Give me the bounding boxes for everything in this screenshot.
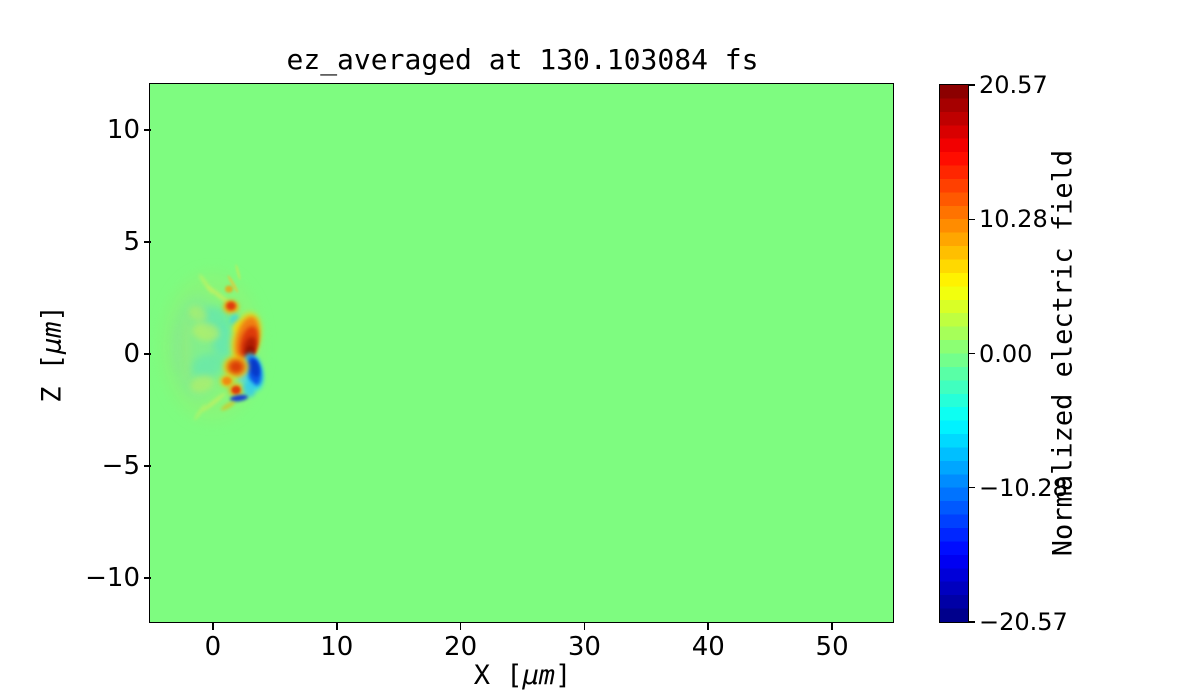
y-tick-label: 5 [123, 226, 140, 257]
field-feature [231, 362, 242, 372]
y-axis-label: Z [μm] [37, 305, 68, 403]
x-tick-mark [212, 623, 214, 630]
x-axis-label-close: ] [555, 660, 572, 691]
colorbar-tick-mark [968, 621, 975, 623]
colorbar-tick-label: −10.28 [979, 473, 1068, 502]
colorbar-tick-mark [968, 486, 975, 489]
field-image [150, 84, 894, 623]
x-tick-label: 40 [691, 632, 725, 662]
field-feature [191, 353, 226, 379]
y-tick-mark [144, 241, 151, 243]
x-axis-label-unit: μm [522, 660, 556, 691]
field-feature [222, 377, 232, 386]
field-feature [225, 285, 234, 294]
y-tick-mark [144, 577, 151, 579]
field-feature [190, 375, 215, 393]
field-background [150, 84, 894, 623]
field-feature [226, 301, 237, 311]
y-axis-label-unit: μm [36, 321, 68, 354]
colorbar-tick-label: 0.00 [979, 339, 1033, 368]
y-tick-label: 10 [106, 114, 140, 145]
field-feature [202, 393, 227, 412]
y-tick-label: 0 [123, 339, 140, 369]
y-tick-mark [144, 353, 151, 355]
field-feature [182, 315, 191, 384]
field-feature [207, 286, 234, 307]
y-tick-mark [144, 129, 151, 131]
field-feature [221, 401, 236, 411]
field-feature [235, 264, 241, 281]
field-feature [230, 395, 249, 402]
y-axis-label-text: Z [ [36, 354, 68, 403]
x-axis-label: X [μm] [151, 660, 894, 691]
colorbar-gradient [938, 83, 969, 623]
colorbar-tick-label: 10.28 [979, 205, 1048, 234]
field-feature [250, 359, 261, 378]
x-tick-mark [335, 623, 338, 630]
field-feature [189, 306, 208, 323]
x-tick-label: 0 [204, 632, 222, 662]
x-tick-mark [707, 623, 710, 630]
x-tick-mark [459, 623, 462, 630]
x-tick-mark [831, 623, 833, 630]
colorbar-tick-label: 20.57 [979, 71, 1048, 99]
field-feature [232, 386, 242, 395]
x-tick-label: 50 [815, 632, 849, 662]
y-tick-label: −10 [85, 563, 140, 594]
colorbar-tick-mark [968, 218, 975, 221]
colorbar-label: Normalized electric field [1047, 149, 1079, 557]
plot-title: ez_averaged at 130.103084 fs [286, 43, 759, 76]
y-tick-label: −5 [101, 451, 140, 482]
field-feature [199, 274, 214, 295]
y-tick-mark [144, 465, 151, 467]
field-feature [228, 275, 239, 294]
colorbar-tick-mark [968, 352, 975, 355]
x-tick-label: 20 [444, 632, 478, 662]
x-tick-label: 30 [567, 632, 601, 662]
heatmap-plot [149, 83, 895, 624]
field-feature [194, 404, 207, 421]
colorbar-tick-label: −20.57 [979, 608, 1068, 636]
x-axis-label-text: X [ [473, 660, 523, 691]
field-feature [243, 381, 256, 398]
field-feature [173, 324, 180, 373]
x-tick-mark [583, 623, 586, 630]
colorbar-tick-mark [968, 84, 975, 86]
x-tick-label: 10 [320, 632, 354, 662]
field-feature [192, 323, 221, 342]
y-axis-label-close: ] [36, 305, 68, 322]
